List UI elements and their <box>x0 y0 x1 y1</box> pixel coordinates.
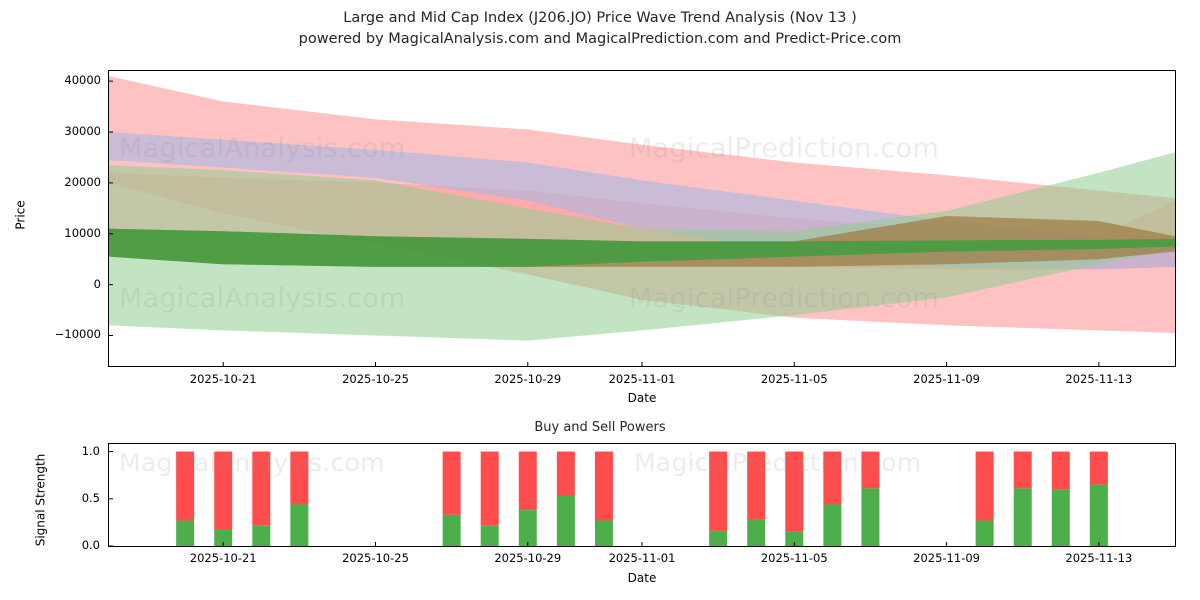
buy-power-bar <box>214 529 233 546</box>
signal-xtick-label: 2025-10-25 <box>342 551 409 565</box>
buy-power-bar <box>975 520 994 546</box>
price-xaxis-label: Date <box>627 391 657 405</box>
chart-title-block: Large and Mid Cap Index (J206.JO) Price … <box>0 8 1200 50</box>
price-ytick-label: 10000 <box>64 225 101 240</box>
price-wave-plot-area: MagicalAnalysis.com MagicalPrediction.co… <box>108 70 1176 367</box>
price-ytick-label: 20000 <box>64 174 101 189</box>
sell-power-bar <box>861 451 880 489</box>
signal-xaxis-label: Date <box>627 571 657 585</box>
price-bands-svg <box>109 76 1175 366</box>
sell-power-bar <box>709 451 728 531</box>
buy-power-bar <box>785 531 804 546</box>
buy-power-bar <box>518 510 537 546</box>
signal-ytick-label: 1.0 <box>81 443 100 458</box>
price-xtick-label: 2025-11-01 <box>608 372 676 386</box>
price-ytick-label: 0 <box>93 276 101 291</box>
signal-xtick-label: 2025-11-01 <box>608 551 676 565</box>
sell-power-bar <box>442 451 461 515</box>
sell-power-bar <box>556 451 575 495</box>
price-xtick-label: 2025-10-29 <box>494 372 562 386</box>
signal-xtick-label: 2025-11-05 <box>760 551 828 565</box>
sell-power-bar <box>594 451 613 521</box>
signal-xtick-label: 2025-11-13 <box>1065 551 1133 565</box>
buy-power-bar <box>1051 489 1070 546</box>
buy-power-bar <box>290 504 309 546</box>
sell-power-bar <box>975 451 994 521</box>
buy-power-bar <box>861 488 880 546</box>
buy-power-bar <box>176 520 195 546</box>
buy-sell-powers-plot-area: MagicalAnalysis.com MagicalPrediction.co… <box>108 443 1176 547</box>
sell-power-bar <box>518 451 537 511</box>
sell-power-bar <box>1089 451 1108 485</box>
buy-power-bar <box>823 504 842 546</box>
price-axis-label: Price <box>13 200 28 230</box>
price-xtick-label: 2025-10-21 <box>189 372 257 386</box>
buy-power-bar <box>1013 488 1032 546</box>
buy-power-bar <box>252 525 271 546</box>
signal-xtick-label: 2025-10-29 <box>494 551 562 565</box>
price-xtick-label: 2025-11-05 <box>760 372 828 386</box>
buy-power-bar <box>556 495 575 546</box>
sell-power-bar <box>1013 451 1032 489</box>
sell-power-bar <box>823 451 842 505</box>
signal-strength-axis-label: Signal Strength <box>33 453 48 547</box>
sell-power-bar <box>176 451 195 521</box>
buy-sell-bars-svg <box>109 451 1108 546</box>
chart-title-line-1: Large and Mid Cap Index (J206.JO) Price … <box>343 10 857 26</box>
price-xtick-label: 2025-11-13 <box>1065 372 1133 386</box>
signal-ytick-label: 0.5 <box>81 490 100 505</box>
signal-xtick-label: 2025-10-21 <box>189 551 257 565</box>
buy-power-bar <box>1089 484 1108 546</box>
signal-ytick-label: 0.0 <box>81 538 100 552</box>
buy-power-bar <box>594 520 613 546</box>
price-ytick-label: −10000 <box>54 327 101 342</box>
price-xtick-label: 2025-11-09 <box>913 372 980 386</box>
sell-power-bar <box>1051 451 1070 490</box>
buy-power-bar <box>442 514 461 546</box>
price-ytick-label: 30000 <box>64 124 101 139</box>
price-xtick-label: 2025-10-25 <box>342 372 409 386</box>
sell-power-bar <box>252 451 271 526</box>
price-band-green-core-band <box>109 228 1175 267</box>
sell-power-bar <box>214 451 233 530</box>
price-ytick-label: 40000 <box>64 73 101 88</box>
sell-power-bar <box>747 451 766 520</box>
sell-power-bar <box>290 451 309 505</box>
sell-power-bar <box>785 451 804 532</box>
buy-power-bar <box>747 519 766 546</box>
signal-xtick-label: 2025-11-09 <box>913 551 980 565</box>
buy-power-bar <box>709 530 728 546</box>
sell-power-bar <box>480 451 499 526</box>
chart-title-line-2: powered by MagicalAnalysis.com and Magic… <box>298 31 902 47</box>
buy-sell-powers-title: Buy and Sell Powers <box>534 420 666 435</box>
buy-power-bar <box>480 525 499 546</box>
